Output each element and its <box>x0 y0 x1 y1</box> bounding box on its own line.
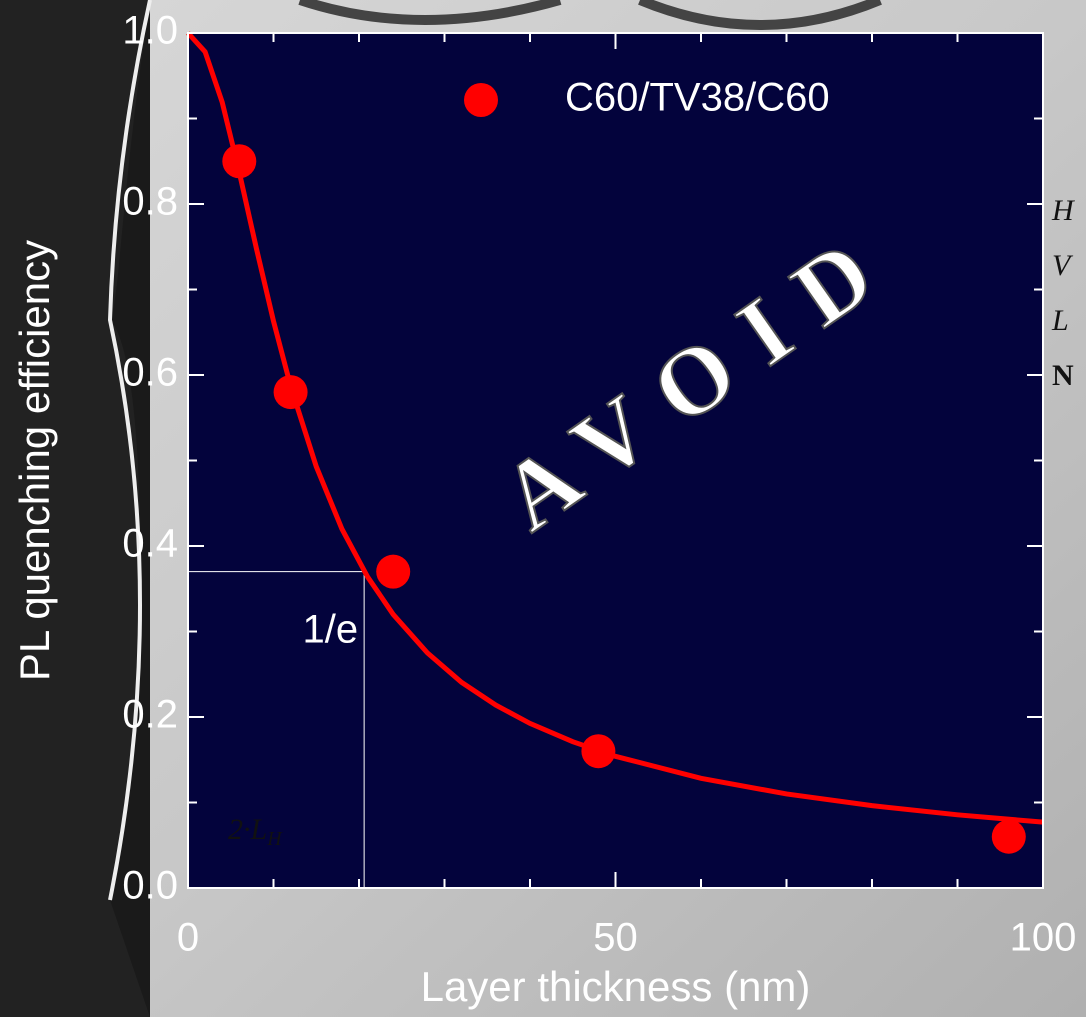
legend-marker <box>464 83 498 117</box>
y-tick-label: 0.2 <box>122 693 178 737</box>
y-tick-label: 0.0 <box>122 864 178 908</box>
legend-label: C60/TV38/C60 <box>565 76 830 120</box>
side-text-letter: H <box>1051 194 1076 227</box>
x-tick-label: 50 <box>593 916 638 960</box>
guide-x-label-main: 2·L <box>228 813 267 846</box>
y-tick-label: 1.0 <box>122 9 178 53</box>
y-tick-label: 0.8 <box>122 180 178 224</box>
x-tick-label: 0 <box>177 916 199 960</box>
side-text-letter: N <box>1052 359 1074 392</box>
chart: HVLN0501000.00.20.40.60.81.0Layer thickn… <box>0 0 1086 1017</box>
guide-label: 1/e <box>303 608 359 652</box>
data-point <box>992 820 1026 854</box>
x-tick-label: 100 <box>1010 916 1077 960</box>
side-text-letter: L <box>1051 304 1069 337</box>
data-point <box>222 144 256 178</box>
x-axis-label: Layer thickness (nm) <box>421 963 811 1010</box>
guide-x-label-sub: H <box>266 828 283 850</box>
y-axis-label: PL quenching efficiency <box>11 240 58 681</box>
data-point <box>581 734 615 768</box>
data-point <box>274 375 308 409</box>
data-point <box>376 555 410 589</box>
y-tick-label: 0.4 <box>122 522 178 566</box>
y-tick-label: 0.6 <box>122 351 178 395</box>
